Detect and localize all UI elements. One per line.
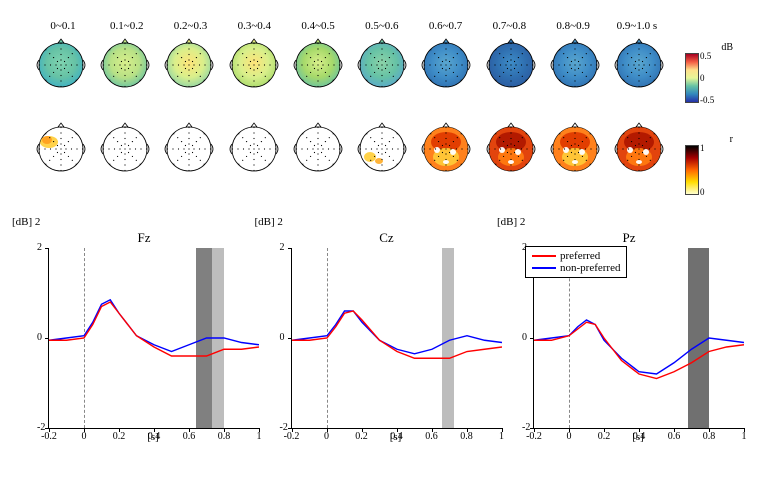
- series-preferred: [534, 322, 744, 378]
- plot-title: Fz: [30, 230, 258, 246]
- x-tick-label: 0.2: [598, 431, 611, 442]
- x-tick-label: 0.8: [703, 431, 716, 442]
- legend-item-preferred: preferred: [532, 250, 620, 262]
- x-tick-label: -0.2: [284, 431, 300, 442]
- topomap-head: [419, 38, 473, 92]
- x-tick-label: 0.4: [148, 431, 161, 442]
- x-tick-label: 1: [257, 431, 262, 442]
- legend: preferred non-preferred: [525, 246, 627, 278]
- time-label: 0~0.1: [34, 20, 92, 32]
- time-label: 0.6~0.7: [417, 20, 475, 32]
- topomap-row-2: [30, 122, 670, 176]
- time-label: 0.3~0.4: [225, 20, 283, 32]
- x-tick-label: 0.6: [183, 431, 196, 442]
- y-tick-label: 2: [280, 242, 285, 253]
- colorbar-tick: 0.5: [700, 52, 711, 61]
- plot-fz: Fz [dB] 2 -202-0.200.20.40.60.81 [s]: [30, 230, 258, 465]
- topomap-head: [162, 38, 216, 92]
- topomap-panel: 0~0.1 0.1~0.2 0.2~0.3 0.3~0.4 0.4~0.5 0.…: [30, 20, 670, 176]
- y-tick-label: 0: [37, 332, 42, 343]
- erp-line-plots: Fz [dB] 2 -202-0.200.20.40.60.81 [s] Cz …: [30, 230, 743, 465]
- x-tick-label: 0.6: [668, 431, 681, 442]
- time-label: 0.8~0.9: [544, 20, 602, 32]
- y-axis-label: [dB] 2: [12, 216, 40, 228]
- time-label: 0.9~1.0 s: [608, 20, 666, 32]
- plot-title: Pz: [515, 230, 743, 246]
- topomap-head: [162, 122, 216, 176]
- x-tick-label: -0.2: [41, 431, 57, 442]
- series-preferred: [49, 302, 259, 356]
- colorbar-unit: dB: [685, 42, 743, 53]
- plot-axes: -202-0.200.20.40.60.81: [48, 248, 259, 429]
- x-tick-label: 0: [567, 431, 572, 442]
- topomap-head: [548, 38, 602, 92]
- colorbar-unit: r: [685, 134, 743, 145]
- plot-axes: -202-0.200.20.40.60.81: [291, 248, 502, 429]
- topomap-head: [227, 38, 281, 92]
- topomap-row-1: [30, 38, 670, 92]
- time-label: 0.5~0.6: [353, 20, 411, 32]
- x-tick-label: 0.8: [218, 431, 231, 442]
- legend-item-nonpreferred: non-preferred: [532, 262, 620, 274]
- topomap-head: [227, 122, 281, 176]
- legend-swatch: [532, 267, 556, 269]
- topomap-head: [34, 38, 88, 92]
- plot-cz: Cz [dB] 2 -202-0.200.20.40.60.81 [s]: [273, 230, 501, 465]
- y-tick-label: 0: [280, 332, 285, 343]
- time-label: 0.4~0.5: [289, 20, 347, 32]
- colorbar-gradient-hot: 1 0: [685, 145, 699, 195]
- x-tick-label: 0.8: [460, 431, 473, 442]
- topomap-head: [612, 38, 666, 92]
- time-label: 0.7~0.8: [480, 20, 538, 32]
- legend-label: preferred: [560, 250, 600, 262]
- plot-title: Cz: [273, 230, 501, 246]
- y-tick-label: 2: [37, 242, 42, 253]
- topomap-head: [291, 122, 345, 176]
- colorbar-r: r 1 0: [685, 134, 743, 195]
- time-window-labels: 0~0.1 0.1~0.2 0.2~0.3 0.3~0.4 0.4~0.5 0.…: [30, 20, 670, 32]
- x-tick-label: 0.6: [425, 431, 438, 442]
- topomap-head: [548, 122, 602, 176]
- colorbar-tick: 0: [700, 188, 705, 197]
- topomap-head: [484, 122, 538, 176]
- legend-label: non-preferred: [560, 262, 620, 274]
- topomap-head: [291, 38, 345, 92]
- y-axis-label: [dB] 2: [255, 216, 283, 228]
- figure-container: 0~0.1 0.1~0.2 0.2~0.3 0.3~0.4 0.4~0.5 0.…: [30, 20, 743, 483]
- topomap-head: [355, 38, 409, 92]
- series-non-preferred: [49, 300, 259, 352]
- series-non-preferred: [292, 311, 502, 354]
- colorbar-gradient-jet: 0.5 0 -0.5: [685, 53, 699, 103]
- colorbar-tick: -0.5: [700, 96, 714, 105]
- x-tick-label: 0.4: [390, 431, 403, 442]
- time-label: 0.2~0.3: [162, 20, 220, 32]
- x-tick-label: 1: [499, 431, 504, 442]
- x-tick-label: 0: [82, 431, 87, 442]
- x-tick-label: 0: [324, 431, 329, 442]
- colorbar-db: dB 0.5 0 -0.5: [685, 42, 743, 103]
- x-tick-label: 0.2: [113, 431, 126, 442]
- topomap-head: [355, 122, 409, 176]
- topomap-head: [612, 122, 666, 176]
- time-label: 0.1~0.2: [98, 20, 156, 32]
- x-tick-label: 0.2: [355, 431, 368, 442]
- series-non-preferred: [534, 320, 744, 374]
- topomap-head: [484, 38, 538, 92]
- topomap-head: [34, 122, 88, 176]
- x-tick-label: -0.2: [526, 431, 542, 442]
- y-axis-label: [dB] 2: [497, 216, 525, 228]
- colorbar-tick: 1: [700, 144, 705, 153]
- y-tick-label: 0: [522, 332, 527, 343]
- x-tick-label: 1: [742, 431, 747, 442]
- colorbar-tick: 0: [700, 74, 705, 83]
- topomap-head: [98, 38, 152, 92]
- series-preferred: [292, 311, 502, 358]
- topomap-head: [98, 122, 152, 176]
- x-tick-label: 0.4: [633, 431, 646, 442]
- topomap-head: [419, 122, 473, 176]
- legend-swatch: [532, 255, 556, 257]
